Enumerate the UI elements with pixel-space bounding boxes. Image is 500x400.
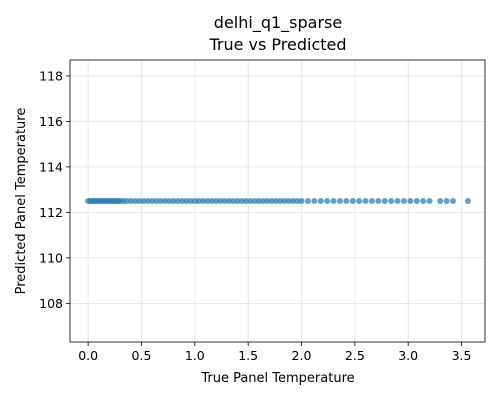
data-point xyxy=(264,198,271,204)
plot-frame xyxy=(69,59,486,343)
data-point xyxy=(243,198,250,204)
data-point xyxy=(317,198,324,204)
data-point xyxy=(368,198,375,204)
chart-title-line2: True vs Predicted xyxy=(208,35,346,54)
data-point xyxy=(349,198,356,204)
data-point xyxy=(149,198,156,204)
data-point xyxy=(204,198,211,204)
data-point xyxy=(413,198,420,204)
x-tick-label: 1.0 xyxy=(185,348,205,363)
y-axis-label: Predicted Panel Temperature xyxy=(14,108,29,295)
data-point xyxy=(362,198,369,204)
data-point xyxy=(294,198,301,204)
x-tick-label: 2.0 xyxy=(292,348,312,363)
y-tick-label: 118 xyxy=(39,68,63,83)
data-point xyxy=(324,198,331,204)
data-point xyxy=(179,198,186,204)
data-point xyxy=(213,198,220,204)
data-point xyxy=(289,198,296,204)
data-point xyxy=(285,198,292,204)
data-point xyxy=(281,198,288,204)
data-point xyxy=(136,198,143,204)
data-point xyxy=(170,198,177,204)
data-point xyxy=(356,198,363,204)
x-tick-label: 3.0 xyxy=(398,348,418,363)
data-points xyxy=(85,198,471,204)
data-point xyxy=(191,198,198,204)
data-point xyxy=(464,198,471,204)
data-point xyxy=(311,198,318,204)
y-tick-label: 112 xyxy=(39,205,63,220)
data-point xyxy=(420,198,427,204)
data-point xyxy=(132,198,139,204)
data-point xyxy=(174,198,181,204)
x-tick-label: 0.5 xyxy=(132,348,152,363)
data-point xyxy=(375,198,382,204)
x-axis-label: True Panel Temperature xyxy=(200,371,354,386)
y-tick-label: 116 xyxy=(39,114,63,129)
data-point xyxy=(437,198,444,204)
data-point xyxy=(208,198,215,204)
data-point xyxy=(381,198,388,204)
x-tick-label: 0.0 xyxy=(78,348,98,363)
data-point xyxy=(157,198,164,204)
y-tick-label: 108 xyxy=(39,296,63,311)
data-point xyxy=(234,198,241,204)
data-point xyxy=(153,198,160,204)
data-point xyxy=(255,198,262,204)
data-point xyxy=(183,198,190,204)
x-tick-label: 1.5 xyxy=(238,348,258,363)
y-axis-ticks: 108 110 112 114 116 118 xyxy=(39,68,70,311)
data-point xyxy=(217,198,224,204)
data-point xyxy=(187,198,194,204)
data-point xyxy=(140,198,147,204)
data-point xyxy=(336,198,343,204)
data-point xyxy=(123,198,130,204)
data-point xyxy=(449,198,456,204)
data-point xyxy=(260,198,267,204)
data-point xyxy=(277,198,284,204)
data-point xyxy=(166,198,173,204)
data-point xyxy=(196,198,203,204)
x-axis-ticks: 0.0 0.5 1.0 1.5 2.0 2.5 3.0 3.5 xyxy=(78,342,471,363)
data-point xyxy=(272,198,279,204)
data-point xyxy=(400,198,407,204)
data-point xyxy=(330,198,337,204)
data-point xyxy=(298,198,305,204)
data-point xyxy=(426,198,433,204)
data-point xyxy=(251,198,258,204)
data-point xyxy=(304,198,311,204)
data-point xyxy=(394,198,401,204)
x-tick-label: 2.5 xyxy=(345,348,365,363)
data-point xyxy=(343,198,350,204)
data-point xyxy=(230,198,237,204)
chart-title-line1: delhi_q1_sparse xyxy=(214,13,342,33)
y-tick-label: 110 xyxy=(39,250,63,265)
y-tick-label: 114 xyxy=(39,159,63,174)
data-point xyxy=(268,198,275,204)
data-point xyxy=(161,198,168,204)
x-tick-label: 3.5 xyxy=(452,348,472,363)
data-point xyxy=(225,198,232,204)
data-point xyxy=(443,198,450,204)
data-point xyxy=(144,198,151,204)
data-point xyxy=(238,198,245,204)
data-point xyxy=(247,198,254,204)
data-point xyxy=(407,198,414,204)
data-point xyxy=(221,198,228,204)
data-point xyxy=(200,198,207,204)
data-point xyxy=(388,198,395,204)
data-point xyxy=(127,198,134,204)
